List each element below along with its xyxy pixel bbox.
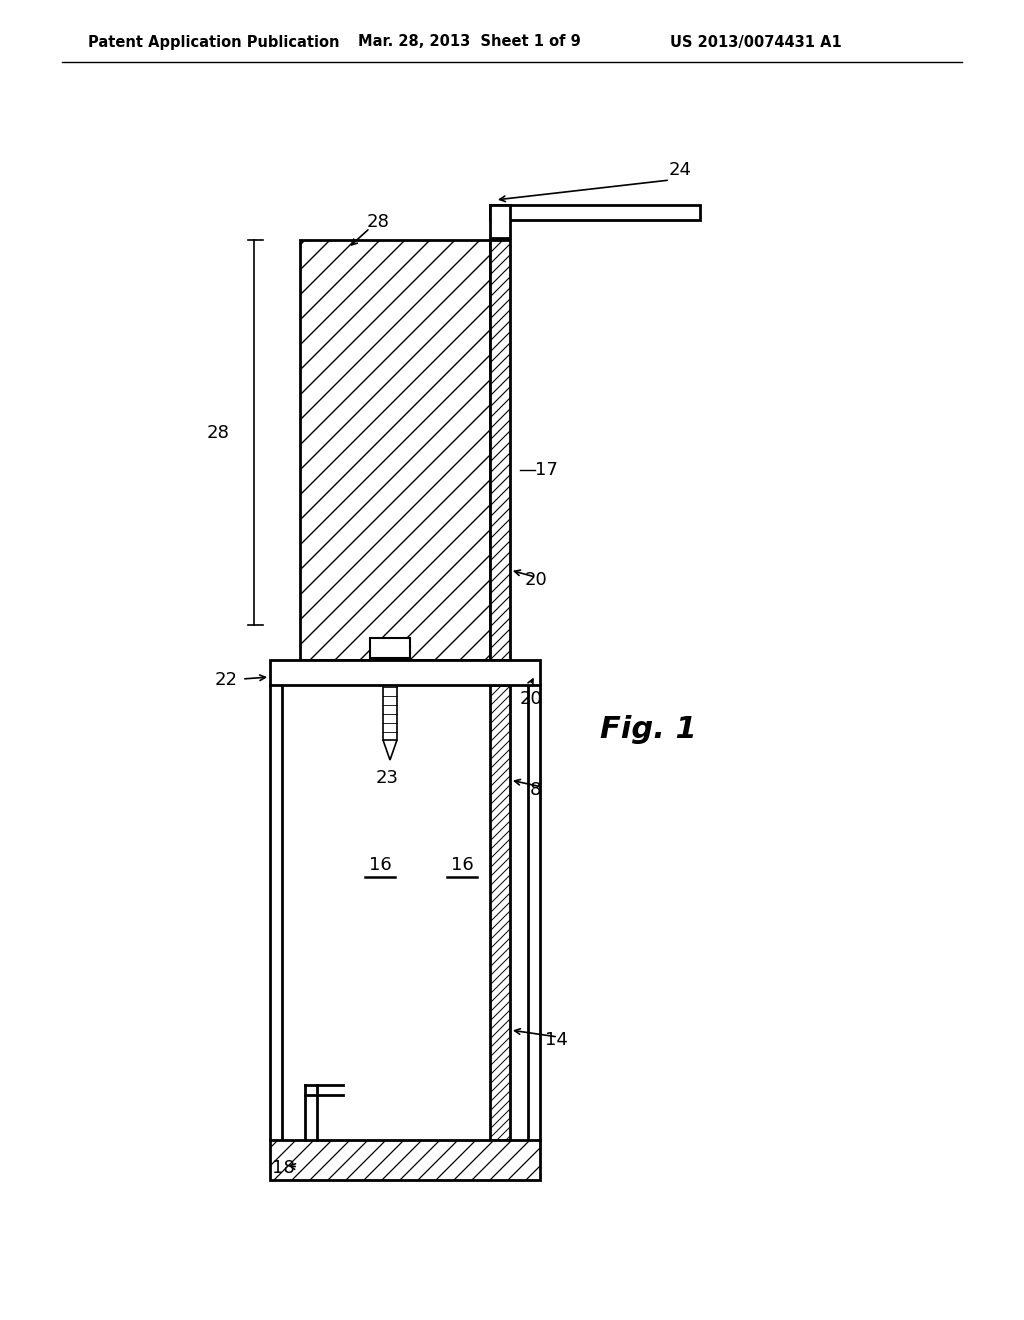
Text: 14: 14 bbox=[545, 1031, 568, 1049]
Text: 22: 22 bbox=[215, 671, 238, 689]
Text: 8: 8 bbox=[530, 781, 542, 799]
Polygon shape bbox=[370, 638, 410, 657]
Text: 16: 16 bbox=[451, 855, 473, 874]
Text: Patent Application Publication: Patent Application Publication bbox=[88, 34, 340, 49]
Text: 18: 18 bbox=[272, 1159, 295, 1177]
Text: 20: 20 bbox=[520, 690, 543, 708]
Text: 20: 20 bbox=[525, 572, 548, 589]
Polygon shape bbox=[383, 741, 397, 760]
Text: 24: 24 bbox=[669, 161, 691, 180]
Text: 28: 28 bbox=[367, 213, 389, 231]
Text: 28: 28 bbox=[207, 424, 230, 441]
Polygon shape bbox=[270, 660, 540, 685]
Polygon shape bbox=[270, 1140, 540, 1180]
Polygon shape bbox=[490, 205, 700, 220]
Polygon shape bbox=[490, 685, 510, 1140]
Text: Fig. 1: Fig. 1 bbox=[600, 715, 696, 744]
Text: 17: 17 bbox=[535, 461, 558, 479]
Text: Mar. 28, 2013  Sheet 1 of 9: Mar. 28, 2013 Sheet 1 of 9 bbox=[358, 34, 581, 49]
Text: US 2013/0074431 A1: US 2013/0074431 A1 bbox=[670, 34, 842, 49]
Text: 16: 16 bbox=[369, 855, 391, 874]
Polygon shape bbox=[490, 205, 510, 238]
Polygon shape bbox=[490, 240, 510, 660]
Polygon shape bbox=[300, 240, 490, 660]
Text: 23: 23 bbox=[376, 770, 398, 787]
